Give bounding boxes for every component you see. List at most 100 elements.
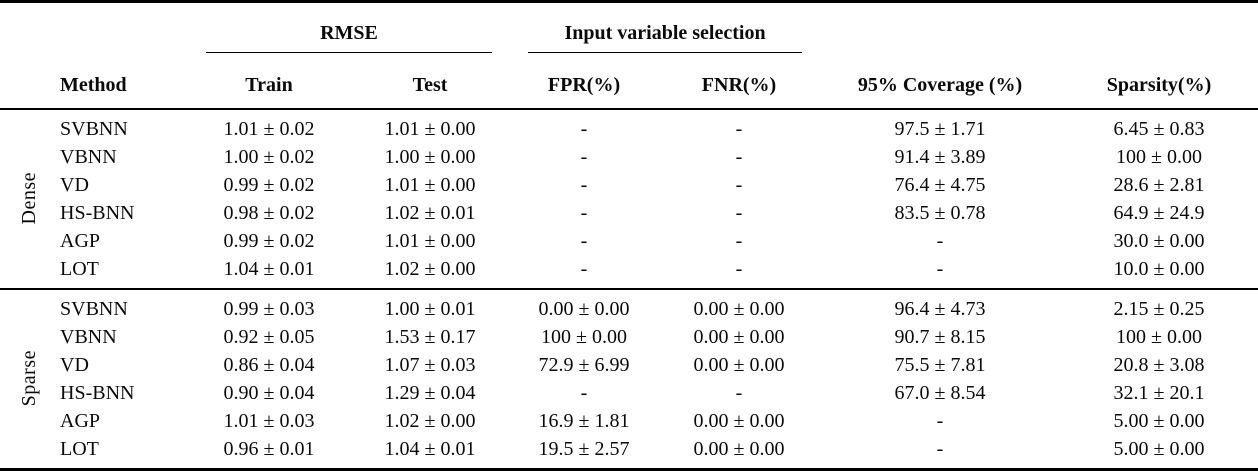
coverage-cell: 83.5 ± 0.78 (894, 201, 986, 224)
fpr-cell: 0.00 ± 0.00 (538, 297, 630, 320)
coverage-cell: 75.5 ± 7.81 (894, 353, 986, 376)
train-cell: 0.92 ± 0.05 (223, 325, 315, 348)
fpr-column-header: FPR(%) (547, 74, 621, 96)
fnr-cell: 0.00 ± 0.00 (693, 409, 785, 432)
table-row: LOT 1.04 ± 0.01 1.02 ± 0.00 - - - 10.0 ±… (0, 255, 1258, 289)
coverage-cell: 90.7 ± 8.15 (894, 325, 986, 348)
sparsity-cell: 100 ± 0.00 (1116, 325, 1202, 348)
train-cell: 0.99 ± 0.02 (223, 173, 315, 196)
empty-corner (0, 2, 188, 54)
train-cell: 1.01 ± 0.02 (223, 117, 315, 140)
test-cell: 1.01 ± 0.00 (384, 173, 476, 196)
train-cell: 0.96 ± 0.01 (223, 437, 315, 460)
table-row: VD 0.86 ± 0.04 1.07 ± 0.03 72.9 ± 6.99 0… (0, 351, 1258, 379)
method-cell: LOT (60, 257, 99, 280)
test-cell: 1.01 ± 0.00 (384, 117, 476, 140)
sparsity-cell: 30.0 ± 0.00 (1113, 229, 1205, 252)
test-cell: 1.29 ± 0.04 (384, 381, 476, 404)
method-cell: AGP (60, 229, 101, 252)
fpr-cell: 72.9 ± 6.99 (538, 353, 630, 376)
sparsity-cell: 6.45 ± 0.83 (1113, 117, 1205, 140)
rmse-group-header: RMSE (188, 2, 510, 53)
coverage-cell: - (936, 257, 944, 280)
method-cell: HS-BNN (60, 381, 135, 404)
test-cell: 1.53 ± 0.17 (384, 325, 476, 348)
table-row: VBNN 1.00 ± 0.02 1.00 ± 0.00 - - 91.4 ± … (0, 143, 1258, 171)
test-cell: 1.01 ± 0.00 (384, 229, 476, 252)
method-column-header: Method (60, 74, 127, 96)
fnr-column-header: FNR(%) (701, 74, 777, 96)
fpr-cell: - (580, 381, 588, 404)
sparsity-cell: 32.1 ± 20.1 (1113, 381, 1205, 404)
fpr-cell: - (580, 145, 588, 168)
dense-group-cell: Dense (0, 109, 58, 289)
test-cell: 1.04 ± 0.01 (384, 437, 476, 460)
fpr-cell: - (580, 229, 588, 252)
table-row: Sparse SVBNN 0.99 ± 0.03 1.00 ± 0.01 0.0… (0, 289, 1258, 407)
sparsity-column-header: Sparsity(%) (1106, 74, 1212, 96)
column-group-row: RMSE Input variable selection (0, 2, 1258, 54)
fpr-cell: - (580, 173, 588, 196)
fnr-cell: - (735, 173, 743, 196)
coverage-cell: 67.0 ± 8.54 (894, 381, 986, 404)
column-header-row: Method Train Test FPR(%) FNR(%) 95% Cove… (0, 53, 1258, 109)
fnr-cell: 0.00 ± 0.00 (693, 297, 785, 320)
table-row: LOT 0.96 ± 0.01 1.04 ± 0.01 19.5 ± 2.57 … (0, 435, 1258, 470)
table-row: HS-BNN 0.98 ± 0.02 1.02 ± 0.01 - - 83.5 … (0, 199, 1258, 227)
train-cell: 1.04 ± 0.01 (223, 257, 315, 280)
method-cell: VBNN (60, 325, 117, 348)
sparse-group-cell: Sparse (0, 289, 58, 470)
fpr-cell: - (580, 117, 588, 140)
input-variable-selection-group-label: Input variable selection (528, 22, 803, 53)
sparsity-cell: 64.9 ± 24.9 (1113, 201, 1205, 224)
fpr-cell: 19.5 ± 2.57 (538, 437, 630, 460)
fpr-cell: 16.9 ± 1.81 (538, 409, 630, 432)
coverage-cell: 97.5 ± 1.71 (894, 117, 986, 140)
test-column-header: Test (412, 74, 448, 96)
sparsity-cell: 28.6 ± 2.81 (1113, 173, 1205, 196)
empty-spanner-coverage (820, 2, 1060, 54)
table-row: HS-BNN 0.90 ± 0.04 1.29 ± 0.04 - - 67.0 … (0, 379, 1258, 407)
coverage-cell: 96.4 ± 4.73 (894, 297, 986, 320)
dense-block: Dense SVBNN 1.01 ± 0.02 1.01 ± 0.00 - - … (0, 109, 1258, 289)
rmse-group-label: RMSE (206, 22, 493, 53)
train-cell: 0.90 ± 0.04 (223, 381, 315, 404)
fnr-cell: 0.00 ± 0.00 (693, 437, 785, 460)
method-cell: SVBNN (60, 297, 128, 320)
fpr-cell: - (580, 201, 588, 224)
train-column-header: Train (245, 74, 293, 96)
test-cell: 1.02 ± 0.00 (384, 257, 476, 280)
fpr-cell: - (580, 257, 588, 280)
coverage-cell: - (936, 409, 944, 432)
test-cell: 1.02 ± 0.00 (384, 409, 476, 432)
coverage-column-header: 95% Coverage (%) (857, 74, 1023, 96)
sparsity-cell: 2.15 ± 0.25 (1113, 297, 1205, 320)
train-cell: 0.99 ± 0.03 (223, 297, 315, 320)
sparsity-cell: 20.8 ± 3.08 (1113, 353, 1205, 376)
sparsity-cell: 5.00 ± 0.00 (1113, 437, 1205, 460)
table-row: Dense SVBNN 1.01 ± 0.02 1.01 ± 0.00 - - … (0, 109, 1258, 225)
coverage-cell: - (936, 437, 944, 460)
table-row: VD 0.99 ± 0.02 1.01 ± 0.00 - - 76.4 ± 4.… (0, 171, 1258, 199)
fnr-cell: - (735, 229, 743, 252)
test-cell: 1.00 ± 0.01 (384, 297, 476, 320)
test-cell: 1.00 ± 0.00 (384, 145, 476, 168)
fnr-cell: - (735, 257, 743, 280)
table-row: VBNN 0.92 ± 0.05 1.53 ± 0.17 100 ± 0.00 … (0, 323, 1258, 351)
dense-group-label: Dense (17, 172, 40, 225)
test-cell: 1.02 ± 0.01 (384, 201, 476, 224)
table-header: RMSE Input variable selection Method Tra… (0, 2, 1258, 109)
fnr-cell: 0.00 ± 0.00 (693, 353, 785, 376)
fnr-cell: - (735, 117, 743, 140)
method-cell: SVBNN (60, 117, 128, 140)
coverage-cell: 91.4 ± 3.89 (894, 145, 986, 168)
train-cell: 0.86 ± 0.04 (223, 353, 315, 376)
sparse-block: Sparse SVBNN 0.99 ± 0.03 1.00 ± 0.01 0.0… (0, 289, 1258, 470)
table-row: AGP 1.01 ± 0.03 1.02 ± 0.00 16.9 ± 1.81 … (0, 407, 1258, 435)
coverage-cell: - (936, 229, 944, 252)
fnr-cell: - (735, 381, 743, 404)
method-cell: VD (60, 353, 89, 376)
test-cell: 1.07 ± 0.03 (384, 353, 476, 376)
train-cell: 1.01 ± 0.03 (223, 409, 315, 432)
